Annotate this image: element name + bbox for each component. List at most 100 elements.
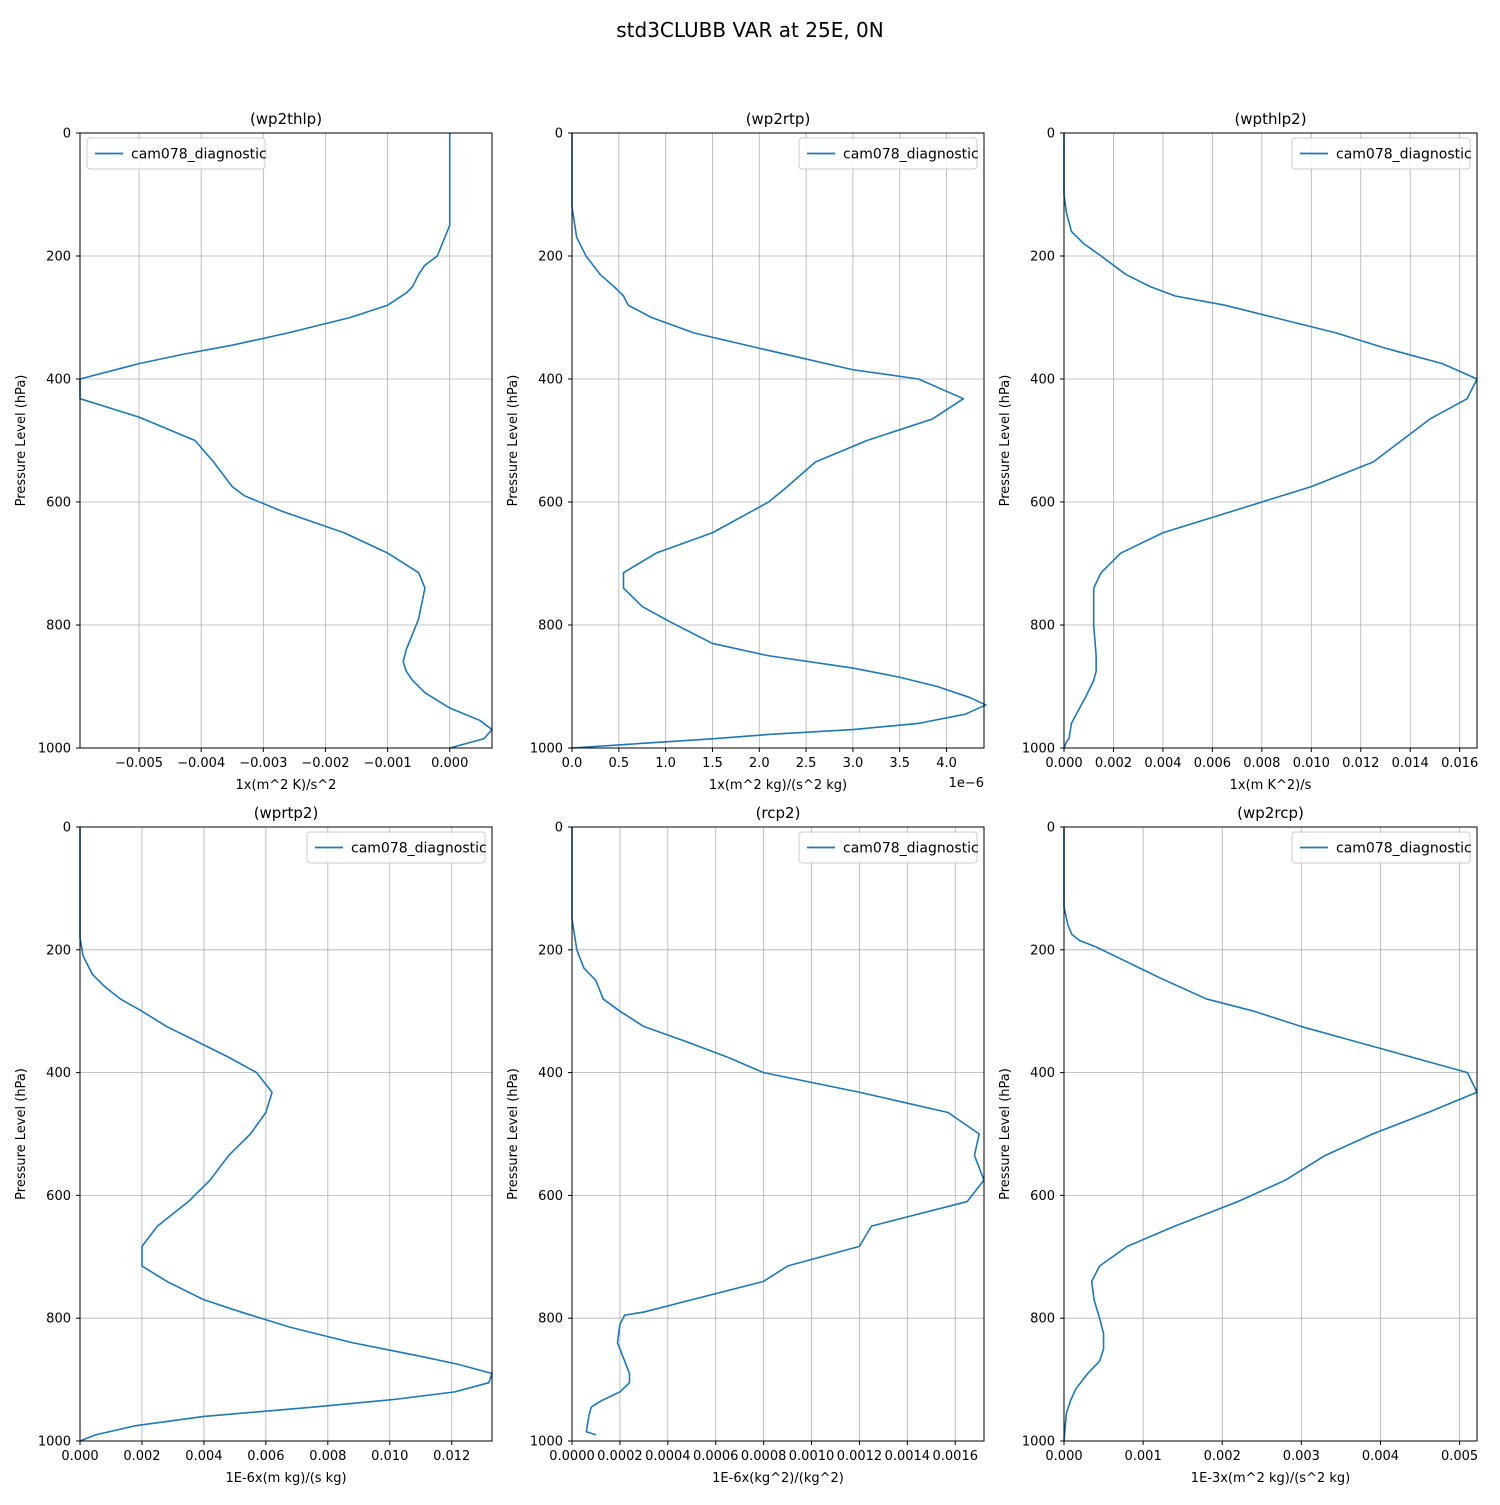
axes-frame: [571, 826, 985, 1442]
legend-box: [1291, 137, 1471, 170]
legend-label: cam078_diagnostic: [351, 841, 487, 857]
x-tick-label: 0.005: [1441, 1449, 1478, 1464]
x-tick-label: 0.0014: [885, 1449, 931, 1464]
y-tick-label: 800: [46, 1312, 71, 1327]
legend-label: cam078_diagnostic: [1336, 147, 1472, 163]
y-axis-label: Pressure Level (hPa): [14, 1068, 29, 1200]
y-tick-label: 600: [538, 1189, 563, 1204]
panel-title: (wpthlp2): [1234, 110, 1306, 128]
panel-title: (rcp2): [756, 804, 801, 822]
panels: −0.005 −0.004 −0.003 −0.002 −0.001 0.00002004…: [14, 110, 1478, 1486]
x-offset-label: 1e−6: [949, 776, 984, 791]
legend-box: [798, 831, 978, 864]
x-tick-label: 0.004: [1144, 756, 1181, 771]
x-axis-label: 1E-6x(m kg)/(s kg): [225, 1471, 346, 1486]
x-tick-label: 0.0002: [597, 1449, 643, 1464]
x-tick-label: 3.5: [889, 756, 910, 771]
legend: cam078_diagnostic: [798, 831, 979, 864]
x-tick-label: 0.0012: [837, 1449, 883, 1464]
legend-box: [306, 831, 486, 864]
legend: cam078_diagnostic: [1291, 137, 1472, 170]
x-tick-label: 0.010: [371, 1449, 408, 1464]
y-tick-label: 600: [46, 1189, 71, 1204]
x-axis-label: 1E-6x(kg^2)/(kg^2): [712, 1471, 844, 1486]
x-tick-label: 0.0: [562, 756, 583, 771]
y-tick-label: 400: [1030, 373, 1055, 388]
axes-frame: [1063, 132, 1478, 749]
y-tick-label: 800: [1030, 1312, 1055, 1327]
legend: cam078_diagnostic: [86, 137, 267, 170]
panel-title: (wp2rcp): [1237, 804, 1304, 822]
legend-label: cam078_diagnostic: [1336, 841, 1472, 857]
series-line: [1063, 133, 1478, 749]
y-tick-label: 200: [46, 250, 71, 265]
legend: cam078_diagnostic: [798, 137, 979, 170]
panel-title: (wprtp2): [254, 804, 319, 822]
x-tick-label: 0.001: [1125, 1449, 1162, 1464]
y-axis-label: Pressure Level (hPa): [506, 375, 521, 507]
y-tick-label: 200: [538, 250, 563, 265]
x-tick-label: 0.000: [1045, 1449, 1082, 1464]
y-tick-label: 200: [538, 943, 563, 958]
chart-panel-6: 0.000 0.001 0.002 0.003 0.004 0.005 0 200 400 600…: [998, 804, 1478, 1486]
y-tick-label: 800: [538, 619, 563, 634]
x-tick-label: 0.006: [247, 1449, 284, 1464]
panel-title: (wp2thlp): [250, 110, 322, 128]
x-tick-label: 2.0: [749, 756, 770, 771]
y-axis-label: Pressure Level (hPa): [14, 375, 29, 507]
y-tick-label: 600: [538, 496, 563, 511]
x-tick-label: 3.0: [843, 756, 864, 771]
y-axis-label: Pressure Level (hPa): [998, 375, 1013, 507]
y-tick-label: 600: [1030, 496, 1055, 511]
y-tick-label: 1000: [530, 742, 563, 757]
x-tick-label: 0.002: [1204, 1449, 1241, 1464]
legend-label: cam078_diagnostic: [131, 147, 267, 163]
x-tick-label: 0.008: [1243, 756, 1280, 771]
legend-box: [86, 137, 266, 170]
x-tick-label: −0.005: [115, 756, 163, 771]
y-tick-label: 800: [1030, 619, 1055, 634]
x-tick-label: 0.016: [1441, 756, 1478, 771]
x-tick-label: 0.0006: [693, 1449, 739, 1464]
chart-panel-5: 0.0000 0.0002 0.0004 0.0006 0.0008 0.0010 0.00…: [506, 804, 985, 1486]
chart-panel-1: −0.005 −0.004 −0.003 −0.002 −0.001 0.000 0 200 4…: [14, 110, 493, 793]
legend-box: [798, 137, 978, 170]
x-tick-label: 0.0010: [789, 1449, 835, 1464]
x-tick-label: 0.014: [1392, 756, 1429, 771]
x-axis-label: 1x(m K^2)/s: [1230, 778, 1312, 793]
y-tick-label: 1000: [1022, 1435, 1055, 1450]
y-tick-label: 400: [538, 373, 563, 388]
x-tick-label: 0.006: [1194, 756, 1231, 771]
y-tick-label: 600: [1030, 1189, 1055, 1204]
y-axis-label: Pressure Level (hPa): [998, 1068, 1013, 1200]
y-tick-label: 200: [1030, 943, 1055, 958]
y-tick-label: 0: [63, 127, 71, 142]
x-tick-label: 0.0004: [645, 1449, 691, 1464]
x-tick-label: 0.002: [1095, 756, 1132, 771]
x-tick-label: 0.004: [185, 1449, 222, 1464]
chart-panel-4: 0.000 0.002 0.004 0.006 0.008 0.010 0.012 0 200 4…: [14, 804, 493, 1486]
y-tick-label: 800: [538, 1312, 563, 1327]
series-line: [571, 827, 985, 1436]
y-tick-label: 400: [1030, 1066, 1055, 1081]
x-tick-label: −0.001: [364, 756, 412, 771]
y-tick-label: 400: [46, 373, 71, 388]
y-tick-label: 0: [555, 821, 563, 836]
y-tick-label: 0: [63, 821, 71, 836]
legend-label: cam078_diagnostic: [843, 147, 979, 163]
x-tick-label: −0.003: [239, 756, 287, 771]
y-tick-label: 200: [46, 943, 71, 958]
x-tick-label: 0.5: [608, 756, 629, 771]
y-tick-label: 0: [1047, 127, 1055, 142]
x-tick-label: 0.002: [123, 1449, 160, 1464]
y-tick-label: 0: [1047, 821, 1055, 836]
y-tick-label: 400: [46, 1066, 71, 1081]
y-tick-label: 200: [1030, 250, 1055, 265]
x-tick-label: −0.004: [177, 756, 225, 771]
series-line: [79, 133, 493, 749]
x-tick-label: 0.004: [1362, 1449, 1399, 1464]
y-axis-label: Pressure Level (hPa): [506, 1068, 521, 1200]
axes-frame: [1063, 826, 1478, 1442]
